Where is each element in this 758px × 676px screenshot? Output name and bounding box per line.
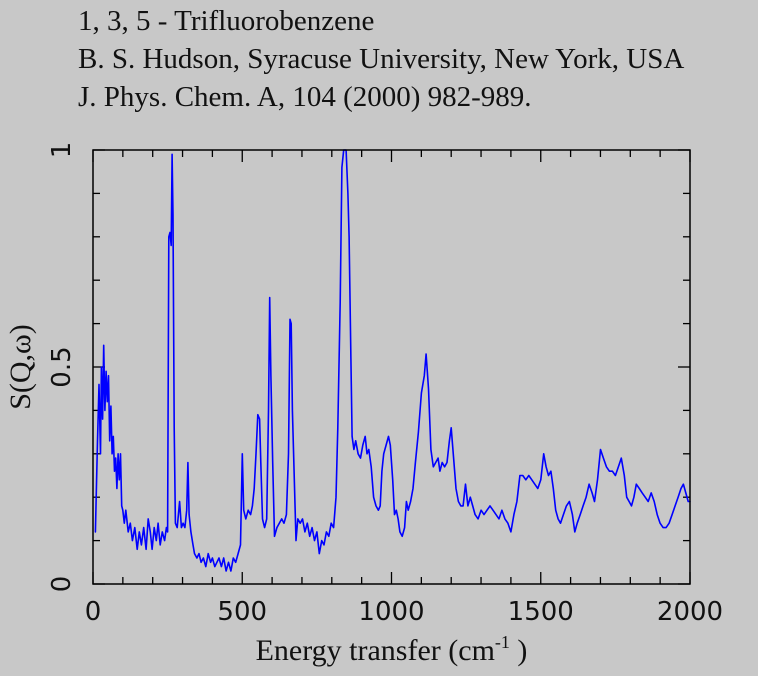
y-axis-title: S(Q,ω) — [4, 324, 37, 410]
plot-frame — [92, 149, 691, 585]
y-tick-label: 1 — [47, 142, 77, 159]
x-tick-label: 500 — [217, 597, 267, 627]
x-axis-title-main: Energy transfer (cm — [256, 634, 495, 667]
y-tick-label: 0.5 — [47, 346, 77, 387]
x-tick-label: 2000 — [657, 597, 723, 627]
x-tick-label: 0 — [85, 597, 102, 627]
x-axis-title: Energy transfer (cm-1 ) — [256, 632, 528, 667]
series-line — [94, 149, 691, 572]
y-tick-label: 0 — [47, 576, 77, 593]
x-tick-label: 1500 — [508, 597, 574, 627]
chart-citation-line: J. Phys. Chem. A, 104 (2000) 982-989. — [78, 81, 532, 113]
x-axis-title-end: ) — [510, 634, 528, 667]
x-tick-label: 1000 — [358, 597, 424, 627]
chart-author-line: B. S. Hudson, Syracuse University, New Y… — [78, 43, 685, 75]
x-axis-title-sup: -1 — [495, 632, 510, 652]
chart-title: 1, 3, 5 - Trifluorobenzene — [78, 5, 375, 37]
